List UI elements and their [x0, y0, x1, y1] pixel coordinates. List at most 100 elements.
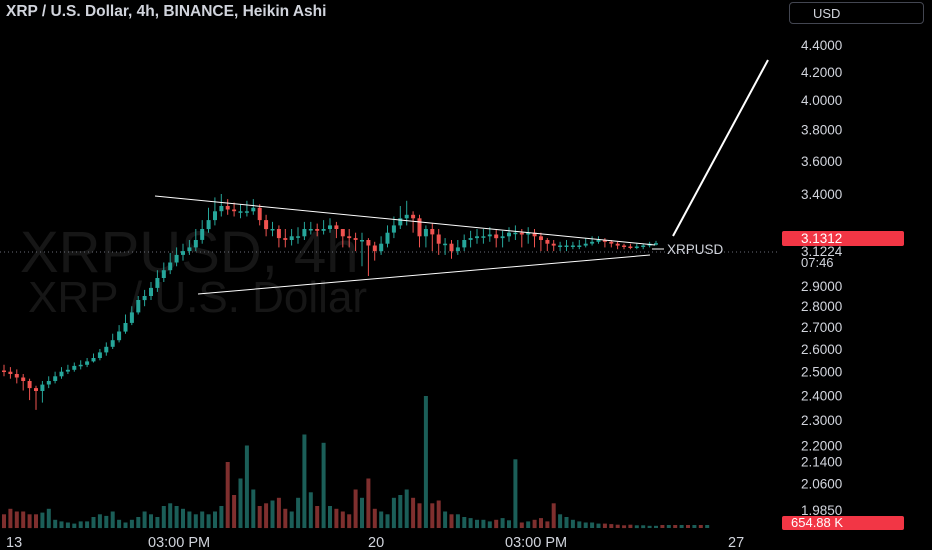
candle	[85, 358, 90, 368]
candle	[404, 200, 409, 226]
candle-body	[46, 381, 51, 385]
candle	[423, 225, 428, 248]
candle	[596, 236, 601, 244]
volume-bar	[526, 521, 531, 528]
candle-body	[628, 246, 633, 248]
volume-bar	[34, 514, 38, 529]
candle	[622, 243, 627, 250]
candle	[264, 214, 269, 237]
volume-bar	[53, 519, 58, 529]
candle	[513, 225, 518, 240]
price-axis[interactable]: 4.4000 4.2000 4.0000 3.8000 3.6000 3.4000 2.90…	[801, 38, 842, 518]
price-tick-label: 2.4000	[801, 388, 842, 403]
candle-body	[27, 381, 32, 389]
candle-body	[53, 376, 58, 381]
candle-body	[462, 240, 467, 248]
candle-body	[34, 388, 38, 391]
volume-bar	[404, 489, 409, 528]
candle-body	[366, 240, 371, 246]
candle	[168, 253, 173, 275]
candle	[40, 381, 45, 403]
candle	[430, 223, 435, 252]
volume-bar	[161, 506, 166, 528]
volume-bar	[264, 503, 269, 529]
triangle-lower-trendline[interactable]	[197, 254, 651, 295]
candle	[411, 211, 416, 233]
candle	[379, 236, 384, 255]
candle-body	[602, 240, 607, 242]
candle-body	[443, 243, 448, 246]
price-tick-label: 4.0000	[801, 93, 842, 108]
candle	[321, 220, 326, 235]
candle-body	[372, 245, 377, 252]
candle	[551, 240, 556, 252]
candle	[449, 240, 454, 259]
volume-bar	[206, 514, 211, 529]
candle-body	[14, 374, 19, 378]
price-tick-label: 3.6000	[801, 154, 842, 169]
candle-body	[85, 361, 90, 365]
currency-button[interactable]: USD	[789, 2, 924, 24]
candle-body	[257, 207, 262, 221]
volume-bar	[641, 525, 646, 529]
candle-body	[455, 247, 460, 252]
volume-bar	[372, 508, 377, 529]
candle	[149, 282, 153, 300]
candle-body	[347, 236, 352, 239]
candle-body	[398, 218, 403, 226]
volume-bar	[500, 518, 505, 528]
volume-bar	[129, 519, 134, 529]
candle-body	[289, 236, 294, 240]
candle-body	[513, 232, 518, 235]
candle-body	[225, 206, 230, 210]
volume-bar	[232, 495, 237, 528]
volume-bar	[455, 514, 460, 529]
triangle-upper-trendline[interactable]	[154, 195, 656, 246]
candle-body	[583, 243, 588, 246]
candle	[283, 229, 288, 248]
candle-body	[570, 245, 575, 247]
price-tick-label: 2.1400	[801, 455, 842, 470]
volume-bar	[289, 511, 294, 528]
candle-body	[308, 229, 313, 231]
breakout-projection-line[interactable]	[672, 59, 769, 237]
candle-body	[641, 245, 646, 247]
volume-bar	[449, 514, 454, 529]
candle-body	[168, 262, 173, 271]
candle-body	[411, 214, 416, 219]
candle-body	[321, 229, 326, 231]
volume-bar	[564, 517, 569, 528]
volume-bar	[398, 495, 403, 528]
volume-bar	[340, 511, 345, 528]
symbol-line-text: XRPUSD	[667, 242, 724, 257]
price-tick-label: 3.8000	[801, 123, 842, 138]
volume-bar	[666, 525, 671, 528]
candle-body	[174, 254, 179, 263]
volume-bar	[200, 511, 205, 528]
candle	[634, 243, 639, 250]
drawings[interactable]	[154, 59, 769, 295]
candle-body	[475, 236, 479, 239]
volume-bar	[276, 497, 281, 529]
volume-bar	[91, 517, 96, 528]
volume-bar	[385, 514, 390, 529]
candle-body	[596, 240, 601, 242]
candle	[232, 202, 237, 217]
candle-body	[622, 245, 627, 247]
time-axis[interactable]: 13 03:00 PM 20 03:00 PM 27	[6, 535, 744, 550]
candle	[91, 353, 96, 363]
candle	[200, 220, 205, 244]
candle-body	[270, 229, 275, 231]
volume-bar	[251, 489, 256, 528]
candle-body	[634, 246, 639, 248]
volume-bar	[673, 525, 678, 528]
candle-body	[2, 370, 6, 372]
candle-body	[78, 364, 83, 367]
candle	[257, 204, 262, 226]
candle-body	[161, 270, 166, 278]
price-tick-label: 2.2000	[801, 439, 842, 454]
volume-bar	[417, 503, 422, 529]
volume-bar	[551, 503, 556, 529]
volume-bar	[468, 518, 473, 528]
